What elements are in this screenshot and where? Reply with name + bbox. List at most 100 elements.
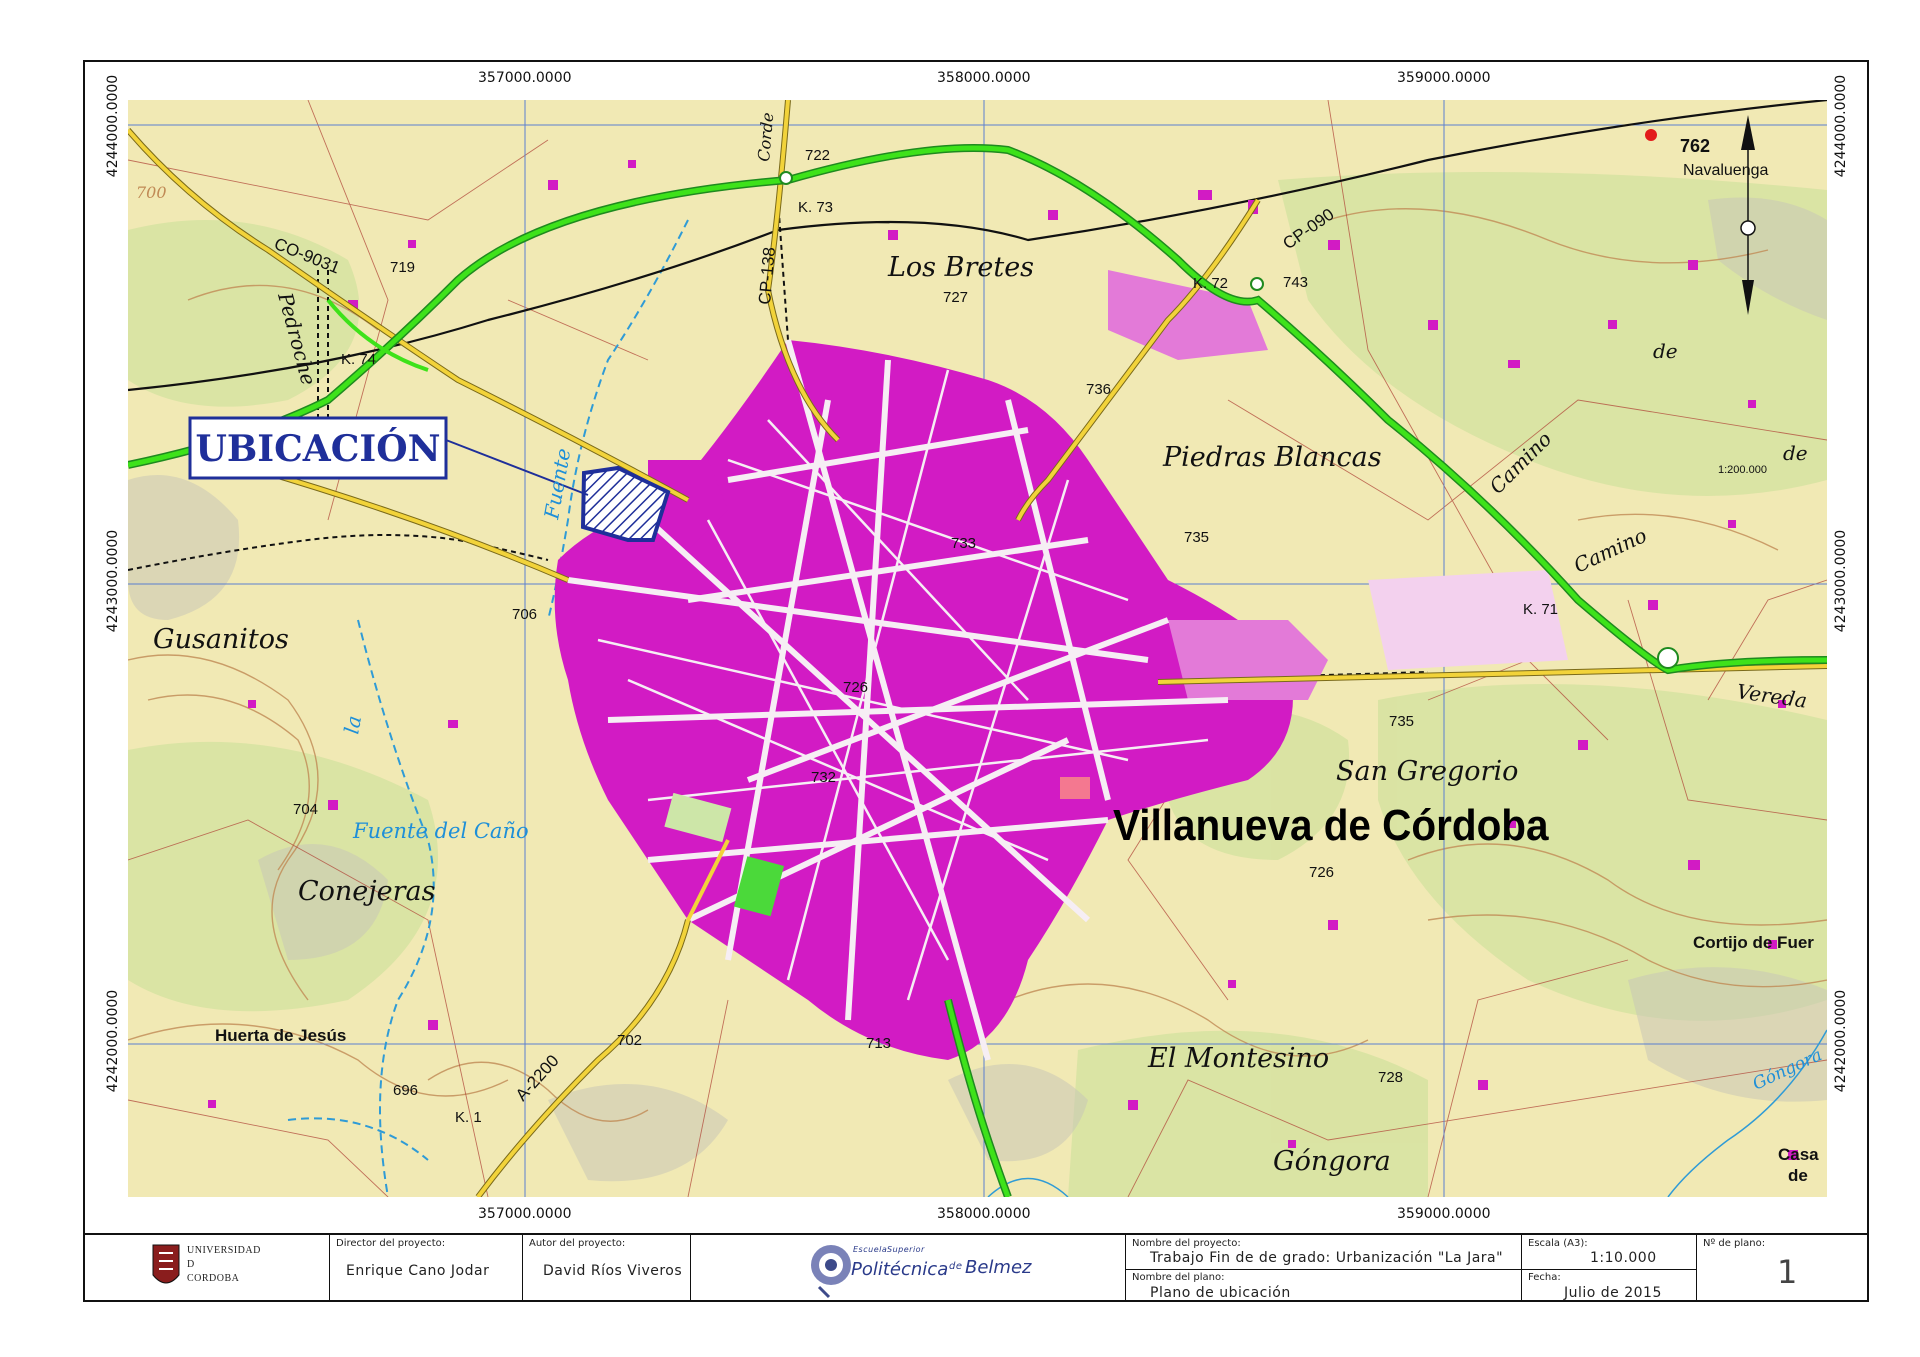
elev-728: 728 [1378, 1069, 1403, 1086]
director-value: Enrique Cano Jodar [346, 1263, 490, 1279]
elev-736: 736 [1086, 381, 1111, 398]
topographic-map[interactable]: UBICACIÓN Los Bretes Piedras Blancas Gus… [128, 100, 1827, 1197]
pink-building [1060, 777, 1090, 799]
top-coord-358000: 358000.0000 [937, 70, 1031, 86]
road-junctions [779, 171, 1679, 669]
university-line3: CORDOBA [187, 1273, 240, 1284]
label-scale-note: 1:200.000 [1718, 464, 1767, 476]
place-fuente-del-cano: Fuente del Caño [352, 819, 529, 843]
university-line1: UNIVERSIDAD [187, 1245, 261, 1256]
place-piedras-blancas: Piedras Blancas [1162, 442, 1382, 473]
place-gongora: Góngora [1273, 1146, 1391, 1177]
tb-scale-cell: Escala (A3): 1:10.000 Fecha: Julio de 20… [1522, 1235, 1697, 1302]
elev-702: 702 [617, 1032, 642, 1049]
place-el-montesino: El Montesino [1147, 1043, 1329, 1074]
town-minor-streets [597, 369, 1209, 1001]
elev-719: 719 [390, 259, 415, 276]
right-coord-4243000: 4243000.0000 [1833, 529, 1850, 633]
school-small2: Superior [887, 1245, 925, 1254]
road-k74: K. 74 [341, 351, 376, 368]
tb-plan-number-cell: Nº de plano: 1 [1697, 1235, 1869, 1302]
place-gusanitos: Gusanitos [153, 624, 289, 655]
river-gongora [987, 1029, 1827, 1197]
elev-732: 732 [811, 769, 836, 786]
tb-author-cell: Autor del proyecto: David Ríos Viveros [523, 1235, 691, 1302]
road-k1: K. 1 [455, 1109, 482, 1126]
scale-value: 1:10.000 [1590, 1250, 1657, 1266]
elev-700: 700 [136, 183, 167, 202]
place-cortijo: Cortijo de Fuer [1693, 933, 1814, 952]
map-sheet-frame [83, 60, 1869, 1302]
label-la-stream: la [339, 714, 366, 736]
project-parcel[interactable] [580, 465, 671, 542]
director-label: Director del proyecto: [336, 1238, 446, 1249]
date-label: Fecha: [1528, 1272, 1561, 1283]
place-huerta-de-jesus: Huerta de Jesús [215, 1026, 346, 1045]
elev-713: 713 [866, 1035, 891, 1052]
university-shield-icon [152, 1244, 180, 1284]
town-name: Villanueva de Córdoba [1113, 800, 1549, 849]
tb-divider [1126, 1269, 1521, 1270]
elev-733: 733 [951, 535, 976, 552]
elev-706: 706 [512, 606, 537, 623]
elev-704: 704 [293, 801, 318, 818]
plan-number-value: 1 [1777, 1253, 1798, 1291]
elev-735a: 735 [1184, 529, 1209, 546]
elev-696: 696 [393, 1082, 418, 1099]
tb-divider [1522, 1269, 1696, 1270]
top-coord-359000: 359000.0000 [1397, 70, 1491, 86]
plan-name-label: Nombre del plano: [1132, 1272, 1225, 1283]
place-navaluenga: Navaluenga [1683, 162, 1769, 179]
elev-726a: 726 [843, 679, 868, 696]
project-name-value: Trabajo Fin de de grado: Urbanización "L… [1150, 1250, 1504, 1266]
school-place: Belmez [965, 1257, 1032, 1278]
elev-722: 722 [805, 147, 830, 164]
school-de: de [949, 1261, 963, 1272]
north-arrow [1645, 115, 1756, 315]
road-cp138: CP-138 [755, 246, 779, 305]
elev-762: 762 [1680, 136, 1710, 156]
date-value: Julio de 2015 [1564, 1285, 1662, 1301]
author-value: David Ríos Viveros [543, 1263, 683, 1279]
project-name-label: Nombre del proyecto: [1132, 1238, 1241, 1249]
elev-743: 743 [1283, 274, 1308, 291]
callout-box [188, 416, 448, 480]
plan-number-label: Nº de plano: [1703, 1238, 1766, 1249]
school-main: Politécnica [851, 1259, 949, 1280]
place-conejeras: Conejeras [298, 876, 436, 907]
right-coord-4244000: 4244000.0000 [1833, 74, 1850, 178]
place-los-bretes: Los Bretes [887, 252, 1034, 283]
left-coord-4242000: 4242000.0000 [105, 989, 122, 1093]
elev-727: 727 [943, 289, 968, 306]
tb-director-cell: Director del proyecto: Enrique Cano Joda… [330, 1235, 523, 1302]
road-k73: K. 73 [798, 199, 833, 216]
tb-school-cell: Escuela Superior Politécnica de Belmez [691, 1235, 1126, 1302]
park-area [733, 856, 785, 917]
label-de-1: de [1653, 339, 1678, 363]
top-coord-357000: 357000.0000 [478, 70, 572, 86]
callout-label: UBICACIÓN [195, 428, 440, 470]
school-small1: Escuela [853, 1245, 888, 1254]
road-k72: K. 72 [1193, 275, 1228, 292]
left-coord-4243000: 4243000.0000 [105, 529, 122, 633]
hill-shading [128, 197, 1827, 1182]
author-label: Autor del proyecto: [529, 1238, 626, 1249]
road-k71: K. 71 [1523, 601, 1558, 618]
elev-735b: 735 [1389, 713, 1414, 730]
vegetation-areas [128, 172, 1827, 1197]
tb-project-cell: Nombre del proyecto: Trabajo Fin de de g… [1126, 1235, 1522, 1302]
streams [287, 219, 689, 1197]
place-casa: Casa [1778, 1145, 1819, 1164]
bottom-coord-358000: 358000.0000 [937, 1206, 1031, 1222]
label-cordel: Corde [754, 112, 777, 163]
university-line2: D [187, 1259, 195, 1270]
contour-lines [128, 208, 1827, 1122]
scale-label: Escala (A3): [1528, 1238, 1588, 1249]
left-coord-4244000: 4244000.0000 [105, 74, 122, 178]
railways [128, 100, 1827, 392]
main-roads [128, 144, 1827, 1197]
place-de-small: de [1788, 1166, 1808, 1185]
bottom-coord-359000: 359000.0000 [1397, 1206, 1491, 1222]
right-coord-4242000: 4242000.0000 [1833, 989, 1850, 1093]
plan-name-value: Plano de ubicación [1150, 1285, 1291, 1301]
